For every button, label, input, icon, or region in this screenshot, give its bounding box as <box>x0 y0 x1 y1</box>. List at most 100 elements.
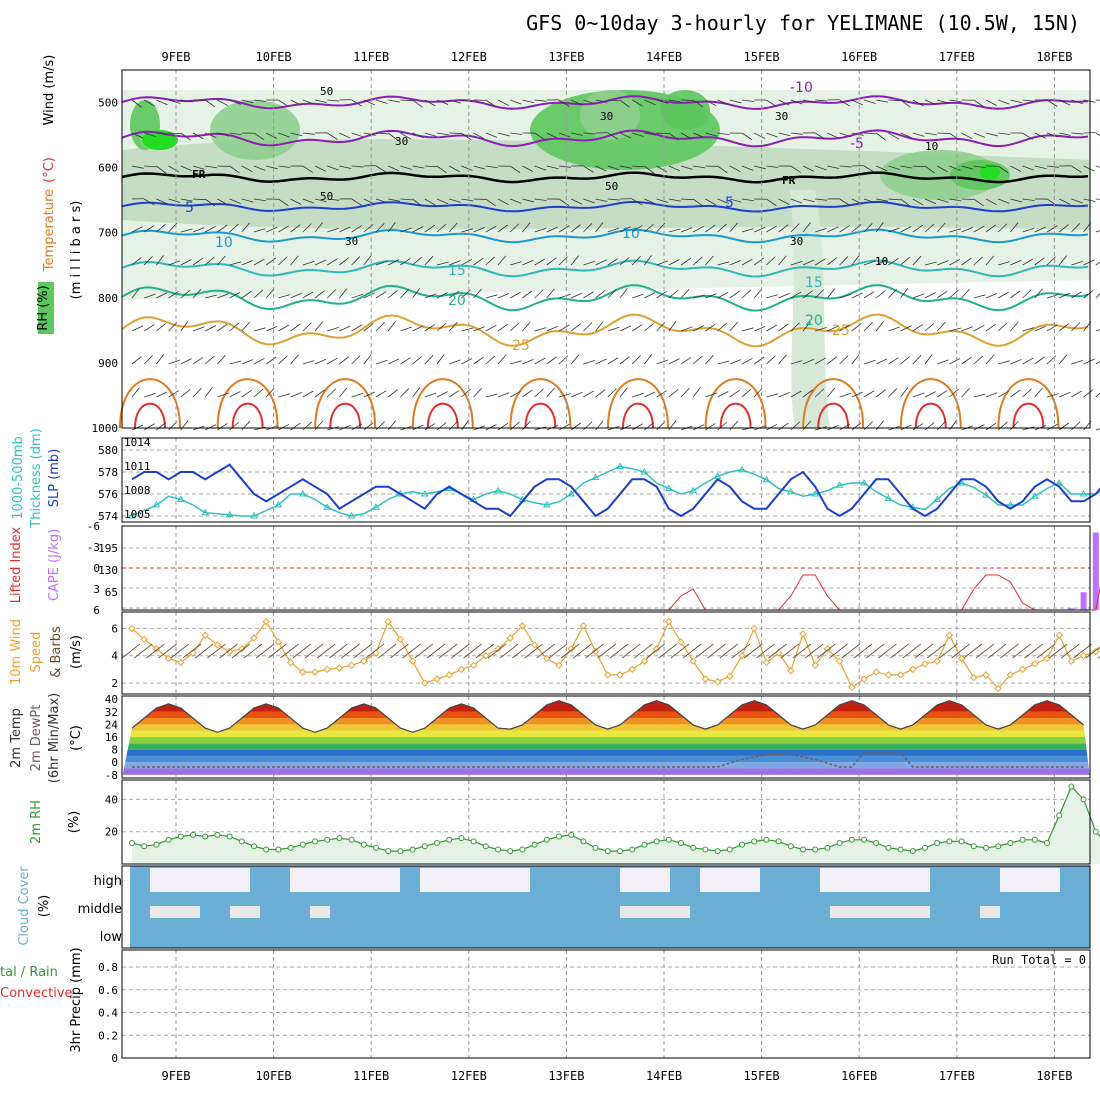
wind-barb-10m <box>975 643 995 659</box>
wind-barb <box>156 354 165 365</box>
wind-barb <box>790 99 803 105</box>
wind-barb <box>790 421 800 431</box>
wind-speed-point <box>787 667 795 675</box>
wind-barb <box>509 421 520 431</box>
temp2m-label-a: 2m Temp <box>9 708 24 768</box>
rh-point <box>641 841 648 848</box>
wind-barb <box>278 256 288 266</box>
wind-barb <box>729 99 742 104</box>
rh2m-panel <box>121 779 1091 865</box>
thickness-point <box>786 487 795 495</box>
wind-barb <box>656 260 668 266</box>
temp-ytick: 0 <box>111 756 118 769</box>
wind-barb <box>863 421 873 431</box>
wind-barb <box>863 260 876 266</box>
wind-barb <box>205 165 218 169</box>
rh-point <box>434 840 440 846</box>
wind-barb <box>327 327 339 332</box>
wind-barb <box>400 388 410 398</box>
wind-barb <box>1095 230 1100 233</box>
wind-barb <box>753 356 765 365</box>
wind-barb <box>497 293 510 299</box>
wind-barb <box>998 99 1010 105</box>
li-ytick: -3 <box>87 541 100 554</box>
thickness-point <box>811 490 820 497</box>
wind-barb <box>924 391 936 398</box>
wind-barb <box>680 165 693 170</box>
wind-barb <box>631 355 641 365</box>
wind-barb <box>717 99 729 105</box>
wind-barb <box>265 387 275 398</box>
date-label-top: 15FEB <box>744 50 780 64</box>
wind-barb <box>656 165 668 173</box>
wind-barb <box>217 423 228 431</box>
wind-speed-point <box>408 657 417 665</box>
rh-contour-label: 30 <box>775 110 788 123</box>
wind-speed-point <box>177 658 185 667</box>
wind-barb <box>388 358 400 365</box>
wind-barb-10m <box>170 643 190 659</box>
wind10m-label-a: 10m Wind <box>9 619 24 685</box>
wind-barb <box>375 165 387 173</box>
cloud-clear-mid <box>830 906 930 918</box>
wind-barb <box>1022 357 1034 365</box>
wind-barb <box>558 165 571 168</box>
wind-speed-point <box>274 638 283 646</box>
wind-barb <box>729 321 739 332</box>
date-label-top: 17FEB <box>939 50 975 64</box>
wind-barb <box>1083 259 1095 266</box>
slp-ytick: 1011 <box>124 460 151 473</box>
wind-barb <box>387 321 396 332</box>
thickness-point <box>225 510 234 518</box>
wind-speed-point <box>640 657 649 665</box>
wind-barb <box>936 290 948 299</box>
wind-barb <box>778 224 789 233</box>
wind-barb <box>205 424 217 431</box>
wind-barb <box>876 259 888 266</box>
wind-barb <box>375 132 388 135</box>
wind-barb <box>1046 198 1058 206</box>
wind-speed-point <box>957 654 966 663</box>
wind-barb <box>668 321 677 332</box>
wind-barb <box>327 165 339 171</box>
wind-barb <box>339 387 348 398</box>
wind-barb <box>156 132 169 136</box>
wind-barb <box>693 325 705 332</box>
wind-barb <box>753 257 765 266</box>
wind-barb <box>790 291 802 299</box>
wind-barb <box>571 391 583 398</box>
wind-barb <box>546 226 558 233</box>
wind-barb <box>168 322 178 332</box>
wind-barb <box>717 132 730 136</box>
wind-barb <box>583 390 594 398</box>
slp-panel <box>121 437 1091 523</box>
wind-barb <box>156 422 167 431</box>
upper-air-ytick: 700 <box>98 227 118 240</box>
wind-barb <box>546 325 558 332</box>
wind-barb <box>680 288 690 299</box>
precip-label-c: 3hr Precip (mm) <box>69 947 84 1052</box>
wind-barb <box>449 99 461 104</box>
wind-barb <box>448 390 460 398</box>
wind-barb <box>1046 225 1058 233</box>
wind-barb <box>705 293 717 299</box>
temp-band <box>122 711 1090 719</box>
wind-barb <box>949 165 961 171</box>
wind-barb <box>278 165 291 168</box>
wind-barb <box>314 259 327 266</box>
wind-speed-point <box>884 671 893 679</box>
wind-barb <box>717 198 729 204</box>
temp-unit-label: (°C) <box>42 157 57 183</box>
thickness-ytick: 576 <box>98 488 118 501</box>
wind-barb <box>192 288 202 299</box>
wind-barb-10m <box>377 643 397 659</box>
precip-ytick: 0.8 <box>98 961 118 974</box>
wind-barb <box>192 388 202 398</box>
rh-contour-label: 50 <box>320 190 333 203</box>
wind-barb <box>143 225 155 233</box>
wind-barb <box>839 99 851 107</box>
date-label-top: 12FEB <box>451 50 487 64</box>
wind-speed-point <box>982 671 990 679</box>
wind-barb <box>546 165 559 170</box>
wind-barb <box>754 132 766 139</box>
